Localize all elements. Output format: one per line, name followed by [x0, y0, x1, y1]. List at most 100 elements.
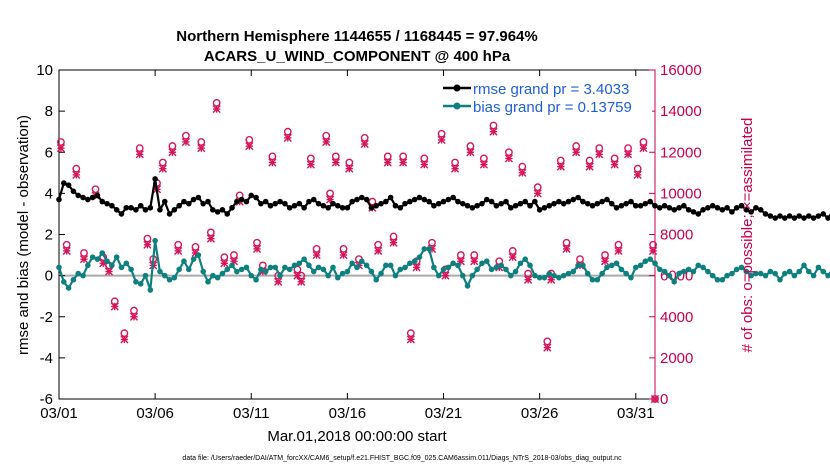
bias-point	[286, 266, 293, 273]
rmse-point	[181, 198, 187, 205]
rmse-point	[762, 211, 769, 217]
rmse-point	[464, 202, 471, 209]
bias-point	[142, 272, 149, 279]
rmse-point	[791, 215, 798, 221]
rmse-point	[157, 207, 163, 213]
bias-point	[541, 274, 548, 281]
bias-point	[137, 281, 144, 287]
bias-point	[618, 266, 625, 273]
bias-point	[503, 266, 509, 273]
bias-point	[488, 266, 495, 273]
rmse-point	[767, 213, 774, 219]
bias-point	[330, 264, 336, 271]
rmse-point	[508, 204, 514, 211]
rmse-point	[584, 200, 591, 207]
rmse-point	[450, 194, 456, 201]
rmse-point	[387, 194, 394, 201]
bias-point	[61, 278, 67, 285]
rmse-point	[238, 196, 245, 203]
rmse-point	[642, 200, 649, 207]
left-tick-label: 0	[45, 268, 53, 285]
bias-point	[445, 264, 452, 271]
bias-point	[56, 264, 62, 271]
left-tick-label: 4	[45, 185, 53, 202]
obs-assimilated-point	[62, 246, 71, 256]
bias-point	[234, 268, 240, 275]
rmse-point	[724, 204, 730, 211]
bias-point	[205, 278, 211, 285]
obs-assimilated-point	[322, 137, 331, 147]
rmse-point	[695, 211, 702, 217]
rmse-point	[392, 202, 399, 209]
obs-assimilated-point	[268, 158, 277, 167]
bias-point	[272, 264, 279, 271]
legend-bias-marker	[453, 102, 461, 110]
bias-point	[719, 276, 726, 283]
obs-assimilated-point	[389, 238, 398, 247]
rmse-point	[777, 213, 783, 219]
x-tick-label: 03/26	[521, 405, 559, 422]
obs-assimilated-point	[533, 189, 542, 198]
bias-point	[238, 266, 245, 273]
bias-point	[642, 258, 649, 265]
obs-assimilated-point	[297, 277, 306, 286]
rmse-point	[512, 202, 519, 209]
obs-assimilated-point	[595, 150, 604, 159]
left-tick-label: 2	[45, 227, 53, 244]
bias-point	[157, 268, 163, 275]
bias-point	[570, 268, 577, 275]
bias-point	[219, 270, 226, 277]
obs-assimilated-point	[543, 343, 552, 352]
obs-assimilated-point	[489, 127, 498, 136]
obs-assimilated-point	[504, 154, 513, 163]
right-tick-label: 4000	[660, 309, 693, 326]
rmse-point	[61, 180, 67, 186]
rmse-point	[190, 196, 197, 203]
rmse-point	[152, 176, 158, 182]
rmse-point	[137, 202, 144, 209]
obs-assimilated-point	[374, 246, 383, 256]
obs-assimilated-point	[252, 244, 262, 253]
bias-point	[426, 246, 432, 252]
rmse-point	[676, 204, 682, 211]
obs-assimilated-point	[120, 335, 129, 344]
bias-point	[512, 268, 519, 275]
rmse-point	[623, 200, 629, 207]
bias-point	[349, 260, 355, 267]
obs-assimilated-point	[158, 164, 167, 173]
obs-assimilated-point	[104, 267, 114, 276]
rmse-point	[527, 202, 533, 209]
bias-point	[613, 260, 620, 267]
obs-assimilated-point	[614, 246, 623, 256]
bias-point	[560, 272, 567, 279]
bias-point	[407, 260, 413, 267]
bias-point	[604, 264, 610, 271]
obs-assimilated-point	[562, 244, 571, 253]
bias-point	[310, 268, 317, 275]
bias-point	[89, 254, 96, 260]
rmse-point	[402, 200, 408, 207]
bias-point	[714, 276, 721, 283]
bias-point	[584, 270, 591, 277]
bias-point	[368, 268, 375, 275]
rmse-point	[99, 198, 106, 205]
bias-point	[695, 262, 702, 269]
rmse-point	[65, 182, 72, 188]
rmse-point	[286, 204, 293, 211]
obs-assimilated-point	[441, 271, 450, 280]
bias-point	[671, 278, 678, 285]
rmse-point	[104, 200, 110, 207]
rmse-point	[310, 196, 317, 203]
rmse-point	[70, 188, 77, 195]
bias-point	[806, 268, 812, 275]
bias-point	[387, 262, 394, 269]
rmse-point	[796, 213, 802, 219]
bias-point	[176, 266, 182, 273]
bias-point	[637, 262, 644, 269]
rmse-point	[210, 207, 216, 213]
bias-point	[282, 264, 288, 271]
bias-point	[536, 274, 543, 281]
bias-point	[185, 266, 192, 273]
rmse-point	[195, 194, 202, 201]
bias-point	[224, 266, 231, 273]
